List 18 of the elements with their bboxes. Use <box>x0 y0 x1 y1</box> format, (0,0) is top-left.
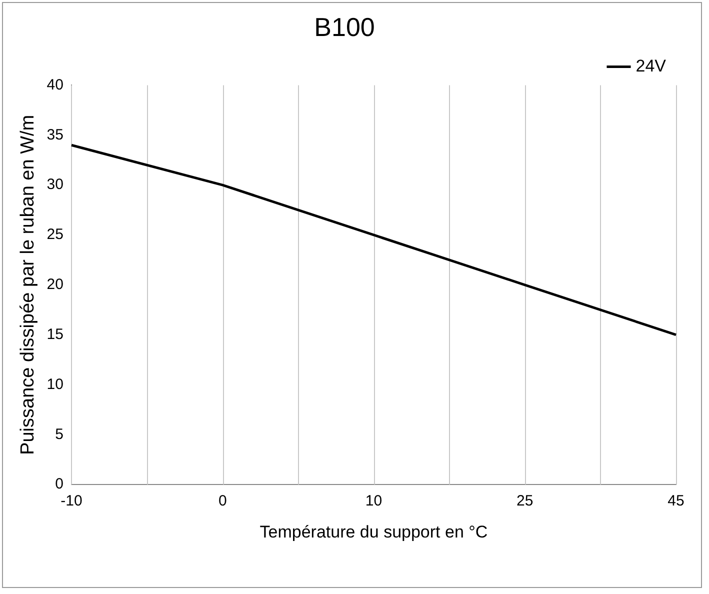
y-tick-label: 10 <box>46 376 64 393</box>
x-tick-label: 0 <box>218 492 227 510</box>
y-tick-label: 15 <box>46 326 64 343</box>
y-tick-label: 0 <box>55 476 64 493</box>
x-tick-label: 10 <box>365 492 382 510</box>
y-tick-label: 5 <box>55 426 64 443</box>
chart-title: B100 <box>314 12 375 42</box>
y-tick-label: 40 <box>46 76 64 94</box>
y-axis-title: Puissance dissipée par le ruban en W/m <box>18 114 39 455</box>
x-tick-label: -10 <box>60 492 82 510</box>
y-tick-label: 25 <box>46 226 64 244</box>
y-tick-label: 30 <box>46 176 64 194</box>
legend-label: 24V <box>636 56 667 76</box>
x-axis-title: Température du support en °C <box>260 522 488 542</box>
x-tick-label: 25 <box>516 492 534 510</box>
x-tick-label: 45 <box>668 492 684 510</box>
y-tick-label: 20 <box>46 276 64 294</box>
y-tick-label: 35 <box>46 126 64 144</box>
